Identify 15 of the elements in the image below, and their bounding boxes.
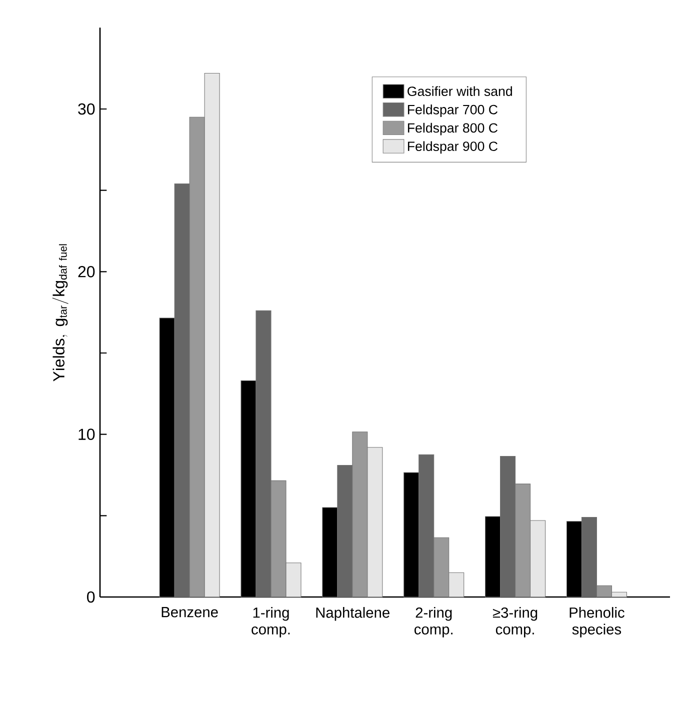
y-tick-label: 0 [87,591,95,603]
legend-label: Feldspar 700 C [408,104,498,117]
legend-label: Feldspar 800 C [408,122,498,136]
x-tick-label: Benzene [162,607,218,618]
x-tick-label: ≥3-ring comp. [492,607,538,638]
y-axis-title: $\mathrm{Yields,\ g_{tar}/kg_{daf\ fuel}}$ [52,244,68,382]
legend-label: Gasifier with sand [408,86,512,96]
y-tick-label: 30 [78,103,95,115]
x-tick-label: Naphtalene [316,607,390,621]
legend-label: Feldspar 900 C [408,141,498,154]
x-tick-label: Phenolic species [570,607,624,638]
y-tick-label: 20 [78,266,95,278]
x-tick-label: 1-ring comp. [252,607,290,638]
y-tick-label: 10 [78,428,95,440]
x-tick-label: 2-ring comp. [414,607,452,638]
